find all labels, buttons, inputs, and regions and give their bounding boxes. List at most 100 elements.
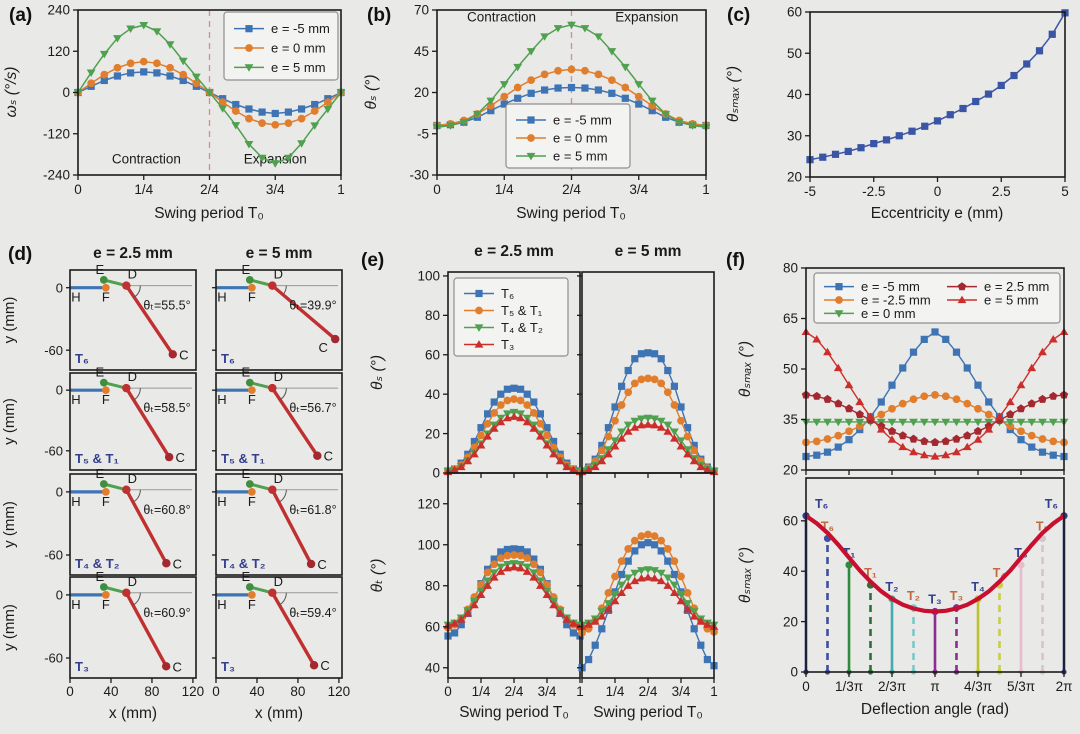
marker-square bbox=[834, 443, 842, 451]
marker-pentagon bbox=[1049, 391, 1058, 400]
marker-square bbox=[470, 437, 479, 446]
marker-pentagon bbox=[898, 431, 907, 440]
x-tick-label: 1 bbox=[576, 684, 584, 699]
point-label-F: F bbox=[102, 392, 110, 407]
point-label-F: F bbox=[102, 290, 110, 305]
y-tick-label: 20 bbox=[783, 614, 798, 629]
panel-b-label: (b) bbox=[367, 5, 392, 26]
marker-tri-down bbox=[620, 63, 630, 72]
marker-tri-down bbox=[689, 608, 699, 616]
x-tick-label: 3/4 bbox=[629, 182, 648, 197]
legend-box bbox=[453, 277, 569, 357]
marker-square bbox=[527, 116, 535, 124]
marker-tri-up bbox=[930, 452, 940, 460]
marker-circle bbox=[648, 101, 657, 110]
marker-tri-down bbox=[231, 122, 241, 130]
marker-tri-down bbox=[536, 577, 545, 586]
marker-tri-down bbox=[567, 21, 576, 30]
marker-square bbox=[530, 555, 538, 563]
stem-label: T₄ bbox=[971, 580, 985, 594]
marker-tri-down bbox=[86, 69, 96, 77]
marker-square bbox=[657, 355, 665, 363]
marker-tri-up bbox=[630, 423, 640, 431]
marker-circle bbox=[963, 399, 972, 408]
marker-tri-up bbox=[610, 596, 620, 605]
marker-circle bbox=[663, 544, 672, 553]
panel-group: 60 50 40 30 20-5 -2.5 0 2.5 5 θₛₘₐₓ (°) Eccentrici… bbox=[725, 5, 1069, 222]
legend-label: e = 5 mm bbox=[553, 149, 608, 164]
marker-tri-down bbox=[540, 33, 549, 41]
marker-tri-up bbox=[995, 412, 1004, 420]
y-tick-label: 35 bbox=[783, 412, 798, 427]
marker-circle bbox=[670, 401, 679, 409]
y-axis-label: ωₛ (°/s) bbox=[3, 67, 20, 118]
marker-pentagon bbox=[823, 394, 832, 403]
marker-square bbox=[882, 136, 891, 144]
stem-label: T₆ bbox=[815, 497, 828, 511]
panel-e-chart: e = 2.5 mm e = 5 mm 0 20 40 60 80 100 θₛ (°) 40 60… bbox=[369, 243, 719, 721]
marker-tri-up bbox=[470, 600, 479, 609]
marker-square bbox=[644, 539, 652, 547]
x-tick-label: 1/4 bbox=[606, 684, 625, 699]
marker-square bbox=[497, 390, 505, 398]
marker-circle bbox=[540, 70, 549, 79]
angle-arc bbox=[133, 388, 141, 401]
y-tick-label: -240 bbox=[43, 168, 70, 183]
y-tick-label: 70 bbox=[414, 3, 429, 18]
marker-tri-down bbox=[962, 418, 972, 427]
marker-square bbox=[549, 437, 558, 446]
marker-circle bbox=[554, 66, 562, 75]
marker-circle bbox=[952, 395, 961, 404]
marker-square bbox=[664, 557, 672, 565]
y-tick-label: -120 bbox=[43, 126, 70, 141]
point-label-C: C bbox=[173, 659, 182, 674]
marker-square bbox=[563, 621, 571, 629]
marker-tri-up bbox=[529, 573, 539, 581]
y-tick-label: 0 bbox=[56, 484, 63, 499]
marker-circle bbox=[310, 107, 319, 115]
x-axis-label: Eccentricity e (mm) bbox=[871, 205, 1004, 222]
panel-d-diagrams: e = 2.5 mm e = 5 mmy (mm) H FE DCθₜ=55.5°T₆0… bbox=[1, 245, 350, 722]
marker-square bbox=[933, 117, 942, 125]
marker-circle bbox=[231, 107, 240, 115]
marker-square bbox=[1048, 30, 1056, 38]
x-tick-label: 40 bbox=[249, 684, 264, 699]
marker-tri-down bbox=[844, 418, 854, 427]
marker-tri-down bbox=[1048, 418, 1058, 427]
marker-tri-down bbox=[459, 119, 469, 127]
y-tick-label: 60 bbox=[787, 5, 802, 20]
marker-tri-down bbox=[630, 569, 640, 578]
marker-circle bbox=[268, 383, 277, 393]
marker-tri-down bbox=[676, 590, 686, 599]
marker-circle bbox=[101, 386, 110, 395]
y-tick-label: 20 bbox=[414, 85, 429, 100]
marker-tri-down bbox=[113, 35, 122, 43]
point-label-C: C bbox=[324, 449, 333, 464]
marker-square bbox=[899, 364, 907, 372]
marker-circle bbox=[630, 379, 639, 388]
marker-tri-up bbox=[623, 581, 633, 589]
angle-annotation: θₜ=58.5° bbox=[143, 401, 190, 415]
legend-label: e = -5 mm bbox=[861, 279, 920, 294]
link-DC bbox=[270, 488, 313, 565]
panel-a-label: (a) bbox=[9, 5, 33, 26]
marker-square bbox=[831, 150, 840, 158]
marker-square bbox=[637, 541, 646, 549]
legend: e = -5 mm e = 0 mm e = 5 mm bbox=[223, 11, 339, 81]
marker-pentagon bbox=[834, 399, 843, 408]
link-DC bbox=[124, 591, 168, 668]
marker-circle bbox=[1017, 427, 1025, 436]
marker-circle bbox=[247, 591, 256, 599]
marker-tri-down bbox=[529, 569, 539, 577]
marker-pentagon bbox=[909, 434, 918, 443]
angle-annotation: θₜ=56.7° bbox=[289, 401, 336, 415]
panel-e-group: e = 2.5 mm e = 5 mm 0 20 40 60 80 100 θₛ (°) 40 60… bbox=[369, 243, 719, 721]
y-axis-label: θₜ (°) bbox=[369, 559, 386, 593]
marker-circle bbox=[523, 401, 532, 409]
marker-square bbox=[258, 108, 266, 116]
x-axis-label: Swing period T₀ bbox=[154, 205, 264, 222]
marker-tri-down bbox=[663, 574, 673, 582]
marker-tri-up bbox=[590, 462, 600, 471]
marker-tri-up bbox=[584, 465, 593, 474]
